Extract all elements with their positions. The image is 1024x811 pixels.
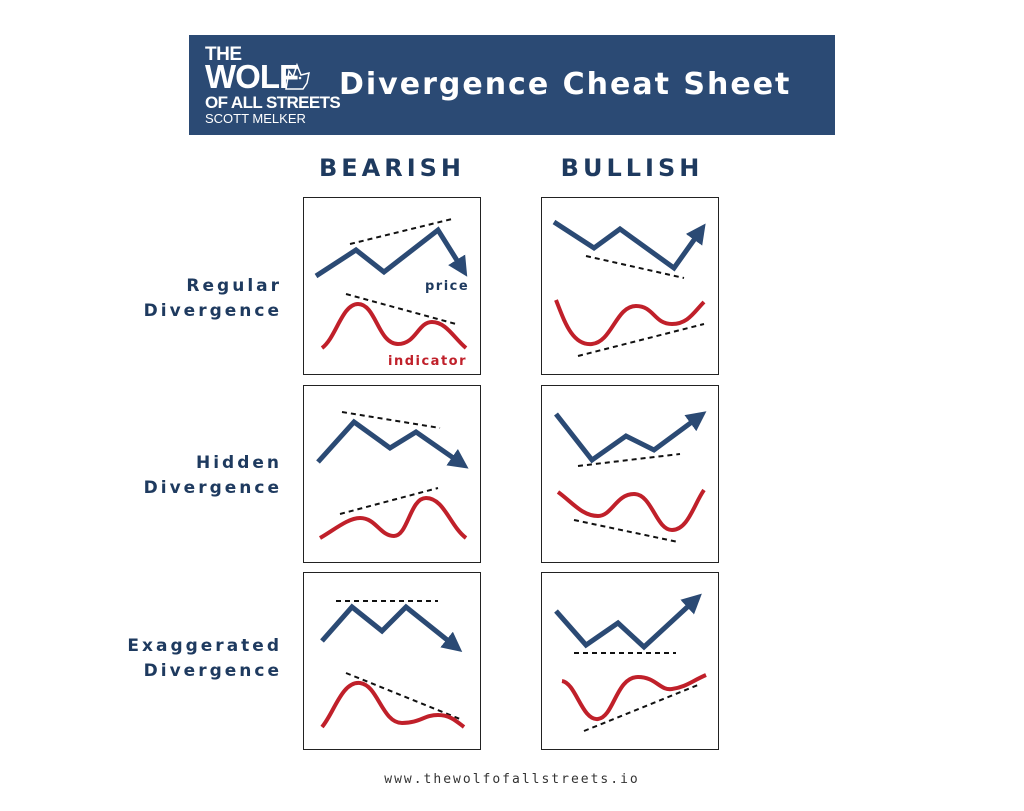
price-trendline	[341, 411, 441, 429]
indicator-trendline	[577, 323, 705, 357]
price-line	[314, 226, 468, 279]
row-label-hidden: Hidden Divergence	[100, 451, 282, 501]
row-label-line: Exaggerated	[127, 636, 282, 656]
indicator-line	[554, 299, 706, 347]
panel-regular-bullish	[541, 197, 719, 375]
column-header-bullish: BULLISH	[560, 154, 704, 182]
column-header-bearish: BEARISH	[318, 154, 466, 182]
price-trendline	[577, 453, 681, 467]
panel-regular-bearish: price indicator	[303, 197, 481, 375]
row-label-line: Divergence	[143, 661, 282, 681]
indicator-trendline	[339, 487, 439, 515]
row-label-line: Hidden	[195, 453, 282, 473]
logo-line-1: THE	[205, 44, 242, 65]
price-label: price	[425, 279, 469, 294]
price-line	[554, 411, 707, 464]
panel-exaggerated-bearish	[303, 572, 481, 750]
indicator-line	[320, 301, 468, 350]
indicator-line	[561, 673, 707, 721]
row-label-line: Divergence	[143, 301, 282, 321]
indicator-trendline	[345, 293, 457, 325]
price-line	[316, 418, 469, 469]
indicator-line	[556, 488, 706, 533]
indicator-trendline	[583, 684, 699, 732]
row-label-regular: Regular Divergence	[100, 274, 282, 324]
logo-line-3: OF ALL STREETS	[205, 93, 341, 112]
price-line	[320, 603, 463, 652]
header-banner: THE WOLF OF ALL STREETS SCOTT MELKER Div…	[189, 35, 835, 135]
row-label-line: Regular	[186, 276, 282, 296]
logo-line-4: SCOTT MELKER	[205, 111, 306, 126]
panel-exaggerated-bullish	[541, 572, 719, 750]
price-trendline	[585, 255, 685, 279]
footer-url[interactable]: www.thewolfofallstreets.io	[384, 772, 640, 787]
row-label-exaggerated: Exaggerated Divergence	[100, 634, 282, 684]
row-label-line: Divergence	[143, 478, 282, 498]
panel-hidden-bullish	[541, 385, 719, 563]
indicator-trendline	[345, 672, 461, 720]
indicator-label: indicator	[388, 354, 467, 369]
indicator-line	[319, 495, 468, 540]
indicator-line	[320, 681, 466, 729]
price-line	[554, 593, 702, 651]
wolf-head-icon	[285, 63, 310, 90]
logo-line-2: WOLF	[205, 58, 299, 95]
brand-logo: THE WOLF OF ALL STREETS SCOTT MELKER	[205, 44, 341, 129]
page-title: Divergence Cheat Sheet	[339, 67, 792, 102]
price-line	[552, 219, 706, 272]
panel-hidden-bearish	[303, 385, 481, 563]
